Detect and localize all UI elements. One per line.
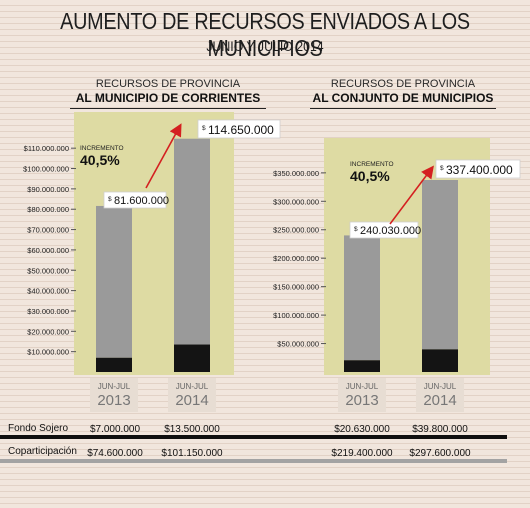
y-tick-label: $10.000.000 [27, 348, 69, 357]
table-cell: $74.600.000 [87, 448, 143, 459]
y-tick-label: $20.000.000 [27, 327, 69, 336]
y-tick-label: $100.000.000 [273, 311, 319, 320]
increment-value: 40,5% [350, 168, 390, 184]
y-tick-label: $60.000.000 [27, 246, 69, 255]
y-tick-label: $150.000.000 [273, 283, 319, 292]
bar-coparticipacion [422, 180, 458, 350]
total-label-box [103, 191, 167, 209]
x-category-year: 2014 [175, 392, 208, 409]
left-chart-title-line2: AL MUNICIPIO DE CORRIENTES [75, 91, 261, 105]
y-tick-label: $200.000.000 [273, 254, 319, 263]
right-title-rule [310, 108, 496, 109]
bar-fondo-sojero [174, 344, 210, 372]
x-category-year: 2013 [345, 392, 378, 409]
bar-fondo-sojero [422, 349, 458, 372]
total-value-label: 81.600.000 [114, 195, 169, 207]
table-cell: $39.800.000 [412, 424, 468, 435]
x-category-label: JUN-JUL [424, 382, 457, 391]
x-category-label: JUN-JUL [176, 382, 209, 391]
category-label-background [168, 378, 216, 412]
bar-coparticipacion [96, 205, 132, 358]
total-label-box [349, 221, 419, 239]
increment-label: INCREMENTO [80, 145, 124, 152]
row-label-fondo-sojero: Fondo Sojero [8, 423, 69, 434]
category-label-background [416, 378, 464, 412]
y-tick-label: $50.000.000 [27, 266, 69, 275]
x-category-year: 2014 [423, 392, 456, 409]
bar-fondo-sojero [96, 357, 132, 372]
left-title-rule [70, 108, 266, 109]
x-category-label: JUN-JUL [98, 382, 131, 391]
table-cell: $20.630.000 [334, 424, 390, 435]
right-chart-title-line1: RECURSOS DE PROVINCIA [330, 78, 476, 90]
total-label-box [435, 159, 521, 179]
y-tick-label: $300.000.000 [273, 197, 319, 206]
left-chart-title-line1: RECURSOS DE PROVINCIA [95, 78, 241, 90]
category-label-background [90, 378, 138, 412]
y-tick-label: $110.000.000 [24, 144, 69, 153]
bar-fondo-sojero [344, 360, 380, 372]
x-category-year: 2013 [97, 392, 130, 409]
increment-value: 40,5% [80, 152, 120, 168]
y-tick-label: $30.000.000 [27, 307, 69, 316]
y-tick-label: $70.000.000 [27, 226, 69, 235]
subtitle: JUNIO Y JULIO 2014 [206, 38, 324, 54]
total-value-label: 114.650.000 [208, 123, 274, 137]
x-category-label: JUN-JUL [346, 382, 379, 391]
table-cell: $13.500.000 [164, 424, 220, 435]
table-cell: $219.400.000 [331, 448, 393, 459]
bar-coparticipacion [174, 138, 210, 345]
bar-coparticipacion [344, 235, 380, 361]
table-cell: $297.600.000 [409, 448, 471, 459]
table-cell: $101.150.000 [161, 448, 223, 459]
y-tick-label: $350.000.000 [273, 169, 319, 178]
y-tick-label: $40.000.000 [27, 287, 69, 296]
currency-symbol: $ [440, 165, 444, 172]
increment-label: INCREMENTO [350, 161, 394, 168]
currency-symbol: $ [108, 196, 112, 203]
fondo-sojero-rule [0, 435, 507, 439]
y-tick-label: $250.000.000 [273, 226, 319, 235]
increase-arrow [389, 165, 434, 225]
total-value-label: 337.400.000 [446, 163, 513, 177]
y-tick-label: $100.000.000 [23, 165, 69, 174]
y-tick-label: $90.000.000 [27, 185, 69, 194]
total-value-label: 240.030.000 [360, 225, 421, 237]
coparticipacion-rule [0, 459, 507, 463]
y-tick-label: $80.000.000 [27, 205, 69, 214]
main-title: AUMENTO DE RECURSOS ENVIADOS A LOS MUNIC… [60, 8, 470, 61]
right-chart-title-line2: AL CONJUNTO DE MUNICIPIOS [312, 91, 494, 105]
currency-symbol: $ [202, 125, 206, 132]
total-label-box [197, 119, 281, 139]
currency-symbol: $ [354, 226, 358, 233]
category-label-background [338, 378, 386, 412]
table-cell: $7.000.000 [89, 424, 141, 435]
row-label-coparticipacion: Coparticipación [8, 446, 77, 457]
increase-arrow [145, 123, 182, 189]
y-tick-label: $50.000.000 [277, 340, 319, 349]
